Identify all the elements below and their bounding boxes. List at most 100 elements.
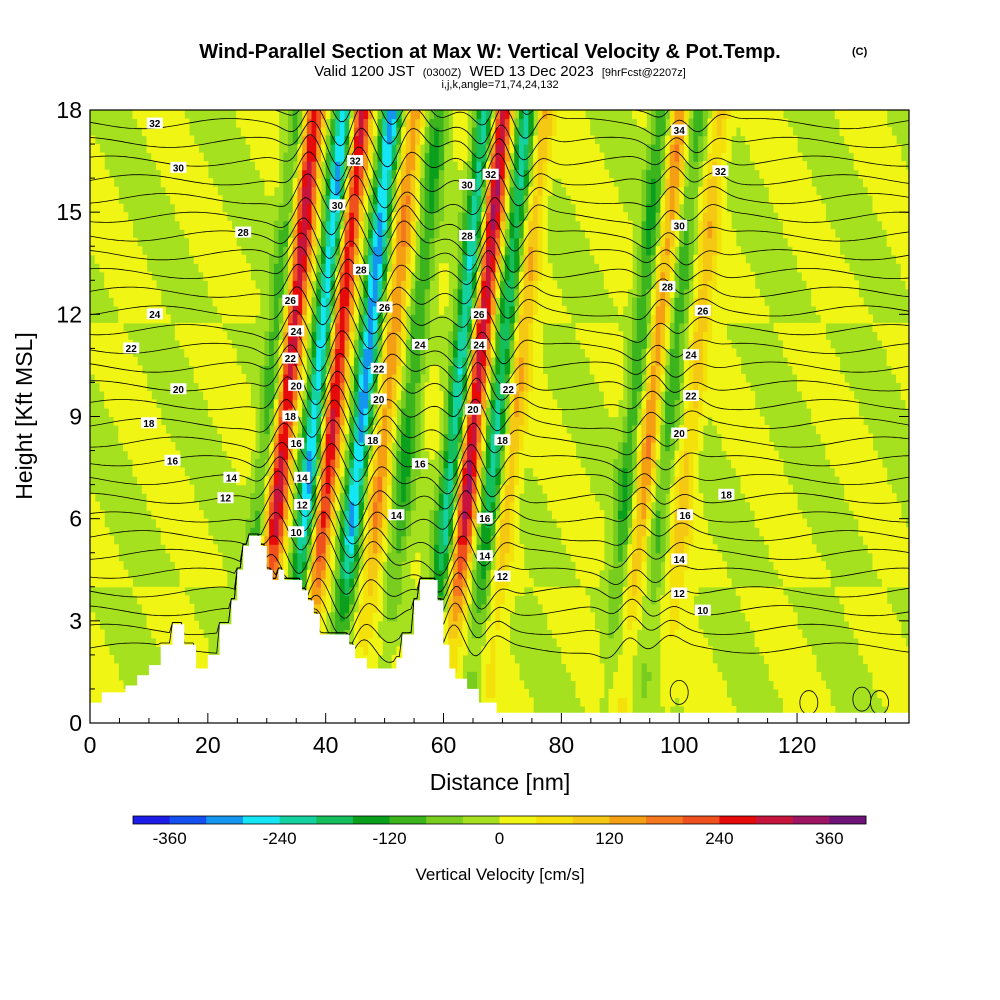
w-cell [264, 476, 270, 486]
w-cell [217, 254, 223, 264]
w-cell [504, 688, 511, 699]
w-cell [221, 212, 228, 222]
w-cell [457, 212, 463, 222]
w-cell [330, 510, 336, 520]
w-cell [306, 373, 313, 384]
w-cell [165, 127, 171, 137]
w-cell [537, 161, 544, 171]
w-cell [372, 322, 379, 332]
w-cell [495, 178, 501, 188]
w-cell [184, 544, 190, 554]
w-cell [490, 271, 496, 281]
w-cell [372, 467, 379, 477]
w-cell [283, 229, 289, 239]
w-cell [467, 305, 473, 315]
w-cell [90, 339, 96, 349]
w-cell [504, 169, 511, 179]
w-cell [547, 280, 553, 290]
w-cell [547, 612, 553, 622]
w-cell [547, 178, 553, 188]
w-cell [368, 339, 374, 349]
w-cell [297, 297, 303, 307]
w-cell [514, 144, 520, 154]
w-cell [132, 467, 138, 477]
w-cell [217, 339, 223, 349]
w-cell [151, 467, 157, 477]
w-cell [363, 535, 369, 545]
w-cell [386, 152, 393, 162]
w-cell [523, 688, 529, 699]
w-cell [358, 476, 364, 486]
w-cell [382, 195, 388, 205]
w-cell [221, 442, 228, 452]
w-cell [533, 161, 539, 171]
w-cell [368, 510, 374, 520]
w-cell [518, 586, 525, 596]
w-cell [429, 203, 435, 213]
w-cell [518, 297, 525, 307]
w-cell [273, 416, 280, 426]
w-cell [132, 416, 138, 426]
w-cell [160, 178, 167, 188]
w-cell [193, 348, 200, 358]
w-cell [504, 152, 511, 162]
w-cell [316, 373, 322, 384]
w-cell [278, 254, 284, 264]
w-cell [485, 331, 492, 341]
w-cell [104, 348, 110, 358]
w-cell [561, 484, 567, 494]
w-cell [165, 620, 171, 630]
w-cell [151, 586, 157, 596]
w-cell [528, 339, 534, 349]
w-cell [537, 399, 544, 409]
w-cell [415, 144, 421, 154]
w-cell [485, 348, 492, 358]
w-cell [151, 459, 157, 469]
w-cell [542, 305, 548, 315]
w-cell [401, 459, 407, 469]
w-cell [207, 186, 214, 196]
w-cell [514, 297, 520, 307]
w-cell [325, 442, 331, 452]
w-cell [339, 561, 346, 571]
w-cell [90, 671, 96, 682]
w-cell [344, 314, 350, 324]
w-cell [358, 254, 364, 264]
w-cell [518, 484, 525, 494]
w-cell [264, 484, 270, 494]
w-cell [90, 552, 96, 562]
w-cell [184, 518, 190, 528]
w-cell [137, 476, 143, 486]
w-cell [198, 212, 204, 222]
w-cell [372, 586, 379, 596]
w-cell [339, 467, 346, 477]
w-cell [203, 195, 209, 205]
w-cell [377, 467, 383, 477]
w-cell [368, 195, 374, 205]
w-cell [495, 595, 501, 605]
w-cell [231, 280, 237, 290]
w-cell [500, 135, 506, 145]
w-cell [363, 595, 369, 605]
w-cell [113, 569, 119, 579]
w-cell [462, 254, 468, 264]
w-cell [537, 348, 544, 358]
w-cell [561, 501, 567, 511]
w-cell [240, 433, 247, 443]
w-cell [485, 442, 492, 452]
w-cell [184, 637, 190, 647]
w-cell [302, 118, 308, 128]
w-cell [467, 450, 473, 460]
w-cell [302, 365, 308, 375]
w-cell [90, 237, 96, 247]
w-cell [353, 390, 360, 401]
w-cell [198, 237, 204, 247]
w-cell [123, 433, 129, 443]
w-cell [170, 612, 176, 622]
w-cell [151, 135, 157, 145]
w-cell [108, 178, 115, 188]
w-cell [485, 535, 492, 545]
w-cell [504, 663, 511, 673]
w-cell [434, 195, 440, 205]
w-cell [302, 561, 308, 571]
